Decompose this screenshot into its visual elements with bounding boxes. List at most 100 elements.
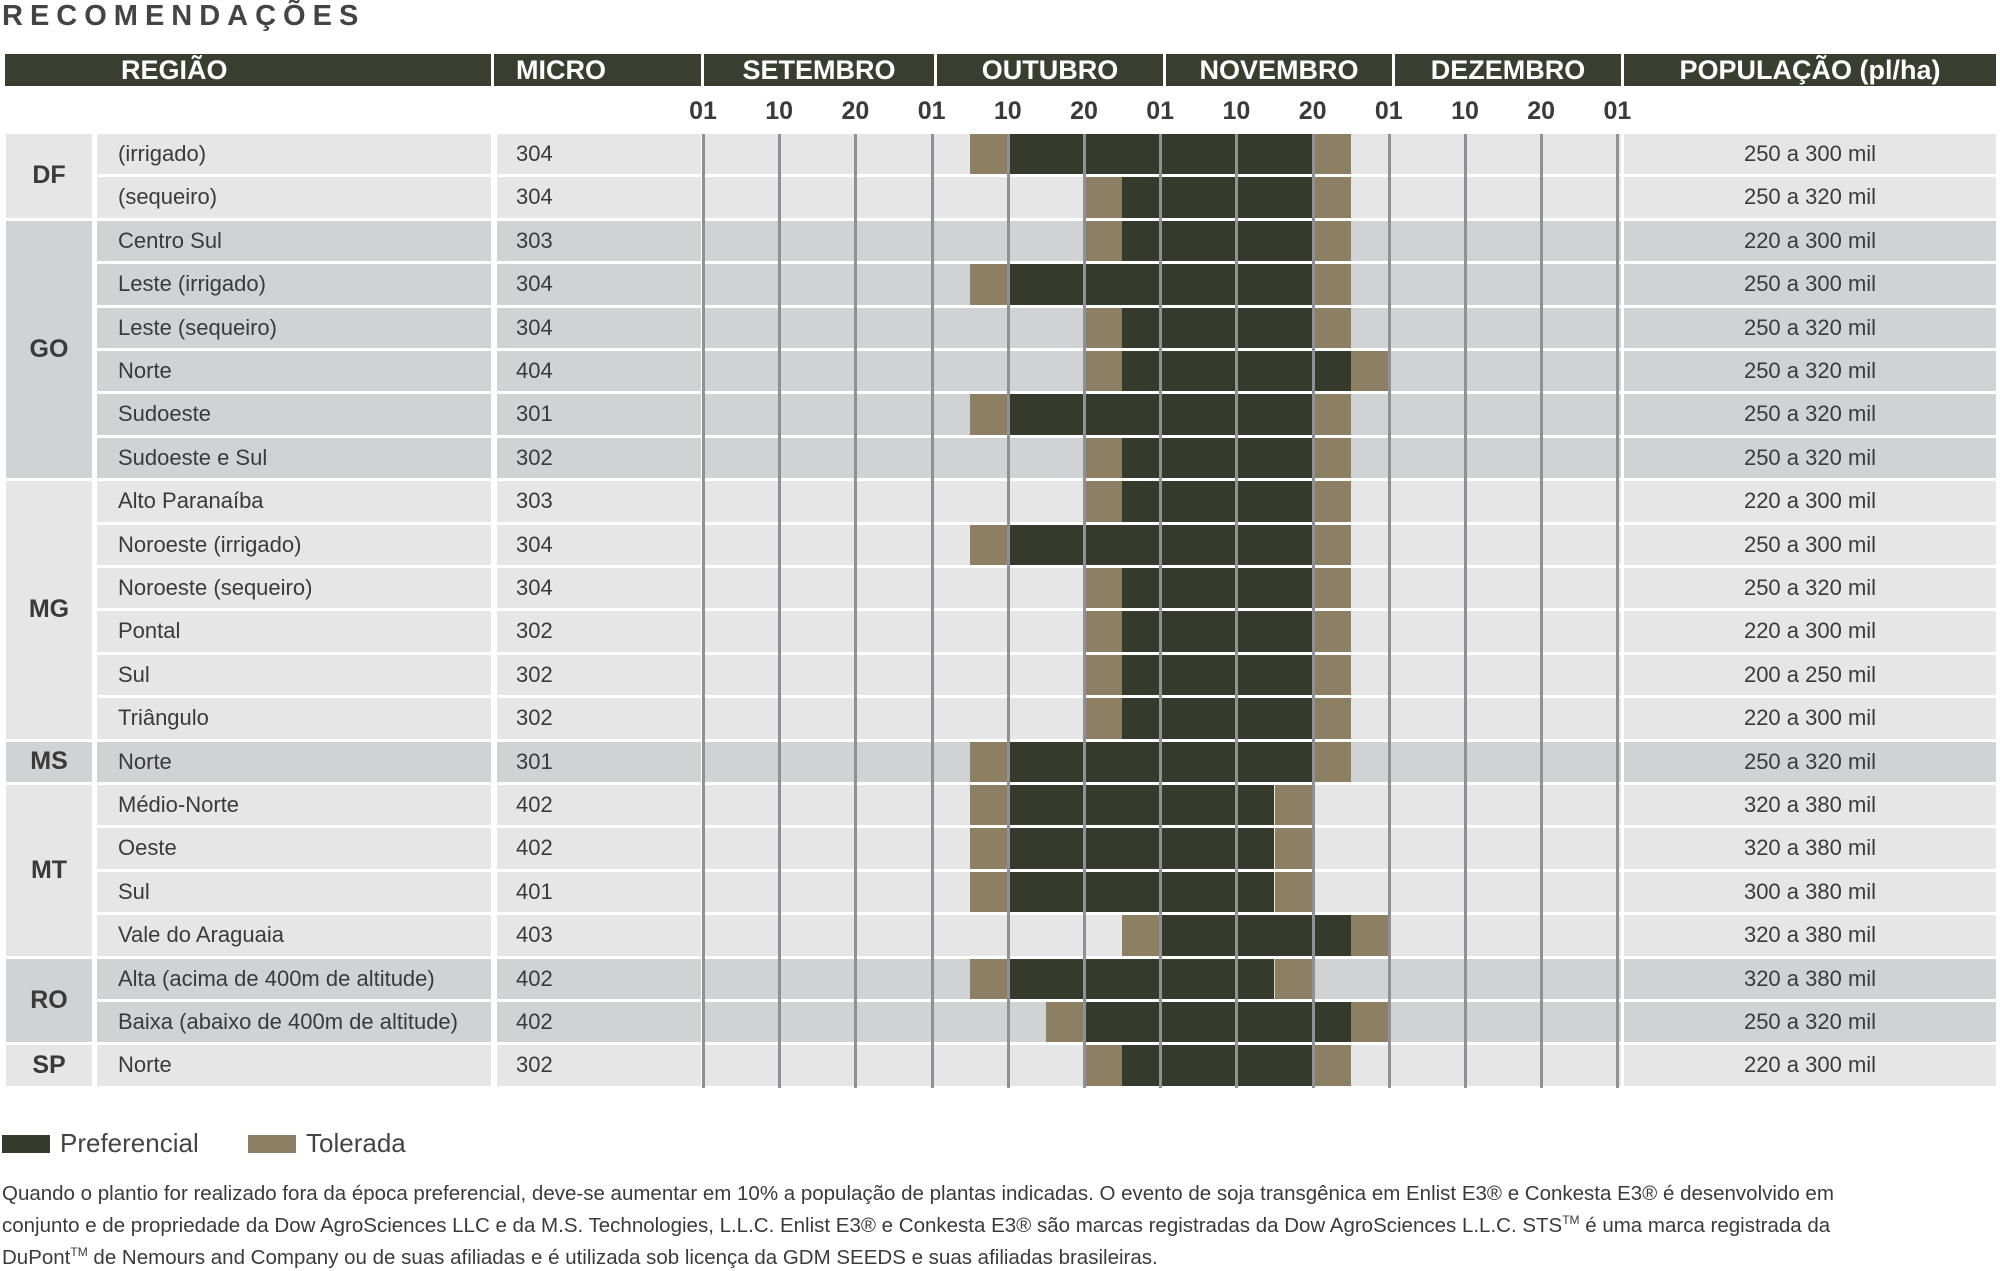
tick-label: 10 bbox=[993, 97, 1022, 125]
footnote-line-3a: DuPont bbox=[2, 1245, 71, 1269]
header-populacao: POPULAÇÃO (pl/ha) bbox=[1624, 54, 1996, 86]
state-label-mg: MG bbox=[6, 481, 92, 739]
micro-cell: 304 bbox=[516, 575, 553, 600]
bar-tolerada-start bbox=[1045, 1002, 1084, 1043]
row-background bbox=[97, 611, 491, 652]
row-background bbox=[497, 698, 701, 739]
bar-tolerada-end bbox=[1312, 134, 1351, 175]
header-month-novembro: NOVEMBRO bbox=[1166, 54, 1392, 86]
footnote-line-2: conjunto e de propriedade da Dow AgroSci… bbox=[2, 1207, 1992, 1239]
population-cell: 250 a 320 mil bbox=[1743, 184, 1877, 210]
row-background bbox=[497, 568, 701, 609]
micro-cell: 304 bbox=[516, 314, 553, 340]
bar-tolerada-end bbox=[1312, 394, 1351, 435]
bar-tolerada-start bbox=[1084, 654, 1123, 696]
region-cell: Sudoeste bbox=[118, 401, 211, 427]
row-background bbox=[497, 654, 701, 696]
micro-cell: 401 bbox=[516, 878, 553, 904]
bar-tolerada-end bbox=[1312, 568, 1351, 609]
micro-cell: 303 bbox=[516, 227, 553, 253]
row-background bbox=[97, 351, 491, 392]
row-background bbox=[497, 958, 701, 999]
header-month-outubro: OUTUBRO bbox=[937, 54, 1163, 86]
row-background bbox=[497, 828, 701, 869]
region-cell: (irrigado) bbox=[118, 141, 207, 166]
row-background bbox=[1624, 394, 1996, 435]
bar-tolerada-end bbox=[1312, 177, 1351, 218]
tick-label: 20 bbox=[841, 97, 870, 125]
bar-tolerada-end bbox=[1274, 871, 1313, 913]
bar-tolerada-end bbox=[1312, 1045, 1351, 1086]
population-cell: 250 a 300 mil bbox=[1743, 141, 1877, 166]
row-background bbox=[1624, 264, 1996, 305]
row-background bbox=[497, 611, 701, 652]
bar-tolerada-end bbox=[1312, 264, 1351, 305]
bar-tolerada-end bbox=[1312, 698, 1351, 739]
row-background bbox=[1624, 915, 1996, 956]
micro-cell: 302 bbox=[516, 618, 553, 644]
bar-tolerada-start bbox=[969, 264, 1008, 305]
bar-tolerada-end bbox=[1312, 524, 1351, 565]
bar-tolerada-start bbox=[1084, 698, 1123, 739]
row-background bbox=[1624, 481, 1996, 522]
micro-cell: 304 bbox=[516, 141, 553, 166]
bar-preferencial bbox=[1122, 611, 1313, 652]
population-cell: 250 a 320 mil bbox=[1743, 444, 1877, 470]
population-cell: 320 a 380 mil bbox=[1743, 922, 1877, 948]
gridline bbox=[930, 134, 934, 1088]
footnote-line-1: Quando o plantio for realizado fora da é… bbox=[2, 1182, 1834, 1205]
state-label-go: GO bbox=[6, 220, 92, 479]
bar-tolerada-start bbox=[969, 785, 1008, 826]
tick-label: 10 bbox=[765, 97, 794, 125]
bar-tolerada-start bbox=[1084, 177, 1123, 218]
bar-preferencial bbox=[1160, 915, 1351, 956]
region-cell: Triângulo bbox=[118, 705, 209, 731]
region-cell: Noroeste (irrigado) bbox=[118, 531, 302, 557]
region-cell: Leste (irrigado) bbox=[118, 271, 266, 297]
row-background bbox=[1624, 568, 1996, 609]
bar-tolerada-end bbox=[1350, 351, 1389, 392]
row-background bbox=[1624, 958, 1996, 999]
bar-tolerada-start bbox=[969, 524, 1008, 565]
tick-label: 10 bbox=[1222, 97, 1251, 125]
micro-cell: 301 bbox=[516, 748, 553, 774]
population-cell: 300 a 380 mil bbox=[1743, 878, 1877, 904]
bar-tolerada-end bbox=[1274, 828, 1313, 869]
bar-tolerada-end bbox=[1312, 220, 1351, 262]
tick-label: 20 bbox=[1527, 97, 1556, 125]
bar-preferencial bbox=[1122, 481, 1313, 522]
page-title: RECOMENDAÇÕES bbox=[2, 0, 366, 32]
bar-preferencial bbox=[1007, 785, 1275, 826]
gridline bbox=[1006, 134, 1010, 1088]
tick-label: 01 bbox=[1374, 97, 1403, 125]
row-background bbox=[1624, 351, 1996, 392]
bar-preferencial bbox=[1007, 871, 1275, 913]
micro-cell: 403 bbox=[516, 922, 553, 948]
micro-cell: 302 bbox=[516, 661, 553, 687]
row-background bbox=[497, 264, 701, 305]
population-cell: 320 a 380 mil bbox=[1743, 965, 1877, 991]
header-month-setembro: SETEMBRO bbox=[704, 54, 934, 86]
legend-preferencial: Preferencial bbox=[2, 1128, 199, 1159]
population-cell: 220 a 300 mil bbox=[1743, 1052, 1877, 1078]
population-cell: 320 a 380 mil bbox=[1743, 792, 1877, 817]
bar-tolerada-end bbox=[1312, 611, 1351, 652]
bar-tolerada-start bbox=[1084, 220, 1123, 262]
region-cell: Sul bbox=[118, 878, 150, 904]
micro-cell: 404 bbox=[516, 358, 553, 383]
micro-cell: 402 bbox=[516, 792, 553, 817]
row-background bbox=[97, 1045, 491, 1086]
row-background bbox=[1624, 134, 1996, 175]
row-background bbox=[497, 871, 701, 913]
state-label-sp: SP bbox=[6, 1045, 92, 1086]
state-label-df: DF bbox=[6, 134, 92, 218]
footnote: Quando o plantio for realizado fora da é… bbox=[2, 1180, 1992, 1271]
bar-tolerada-start bbox=[1084, 611, 1123, 652]
bar-tolerada-start bbox=[1084, 351, 1123, 392]
bar-preferencial bbox=[1122, 220, 1313, 262]
micro-cell: 402 bbox=[516, 1009, 553, 1034]
bar-tolerada-start bbox=[969, 394, 1008, 435]
bar-tolerada-end bbox=[1350, 915, 1389, 956]
row-background bbox=[97, 958, 491, 999]
bar-tolerada-start bbox=[1084, 568, 1123, 609]
